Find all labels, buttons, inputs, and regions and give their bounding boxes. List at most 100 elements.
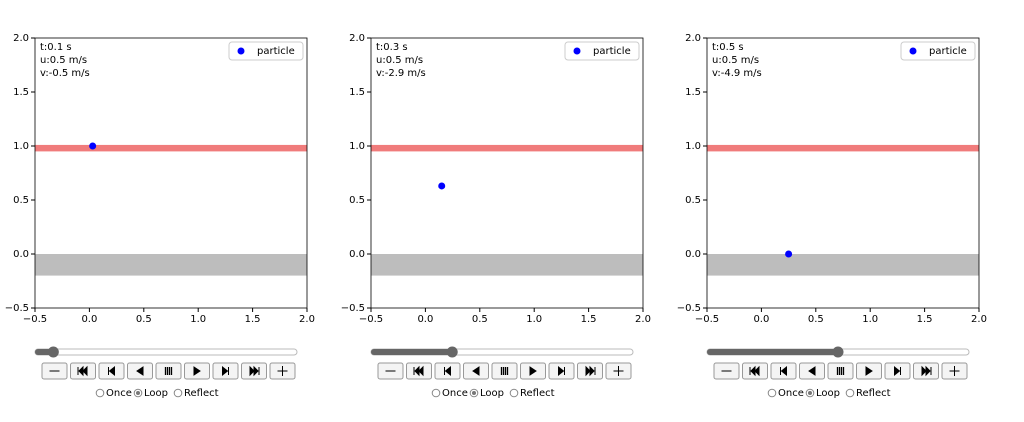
button-icon (865, 366, 873, 376)
radio-dot (472, 391, 476, 395)
y-tick-label: 1.5 (349, 87, 365, 98)
slider-handle[interactable] (832, 346, 844, 358)
button-icon (836, 367, 845, 375)
y-tick-label: −0.5 (341, 303, 365, 314)
legend-box (900, 41, 976, 61)
y-tick-label: 1.0 (349, 141, 365, 152)
x-tick-label: −0.5 (695, 314, 719, 325)
button-icon (558, 365, 565, 377)
annotation: t:0.1 s (40, 42, 72, 53)
radio-dot (136, 391, 140, 395)
span (35, 144, 307, 152)
button-icon (413, 365, 424, 377)
control-button[interactable] (491, 362, 518, 380)
button-icon (949, 366, 960, 376)
annotation: u:0.5 m/s (40, 55, 87, 66)
x-tick-label: 1.5 (917, 314, 933, 325)
slider-fill (707, 349, 838, 355)
y-tick-label: 0.5 (349, 195, 365, 206)
y-tick-label: 2.0 (13, 33, 29, 44)
button-icon (249, 365, 260, 377)
button-icon (164, 367, 173, 375)
y-tick-label: 0.0 (13, 249, 29, 260)
y-tick-label: −0.5 (5, 303, 29, 314)
button-icon (277, 366, 288, 376)
legend-label: particle (929, 46, 967, 57)
slider-fill (371, 349, 453, 355)
particle-point (438, 182, 446, 190)
slider-handle[interactable] (446, 346, 458, 358)
x-tick-label: 1.0 (190, 314, 206, 325)
annotation: v:-4.9 m/s (712, 68, 762, 79)
control-button[interactable] (155, 362, 182, 380)
button-icon (108, 365, 115, 377)
x-tick-label: 1.0 (862, 314, 878, 325)
radio-label[interactable]: Once (106, 388, 132, 399)
button-icon (808, 366, 816, 376)
x-tick-label: 2.0 (299, 314, 315, 325)
radio-label[interactable]: Once (778, 388, 804, 399)
radio[interactable] (845, 388, 855, 398)
axes-frame (34, 37, 308, 309)
control-button[interactable] (827, 362, 854, 380)
radio-label[interactable]: Once (442, 388, 468, 399)
y-tick-label: 0.0 (349, 249, 365, 260)
y-tick-label: 2.0 (349, 33, 365, 44)
x-tick-label: −0.5 (359, 314, 383, 325)
particle-point (89, 142, 97, 150)
radio[interactable] (767, 388, 777, 398)
button-icon (529, 366, 537, 376)
radio[interactable] (95, 388, 105, 398)
x-tick-label: 1.5 (581, 314, 597, 325)
span (35, 254, 307, 276)
y-tick-label: −0.5 (677, 303, 701, 314)
button-icon (472, 366, 480, 376)
slider-handle[interactable] (47, 346, 59, 358)
radio-label[interactable]: Loop (144, 388, 168, 399)
span (707, 254, 979, 276)
x-tick-label: 0.0 (753, 314, 769, 325)
button-icon (894, 365, 901, 377)
particle-point (785, 250, 793, 258)
x-tick-label: 2.0 (635, 314, 651, 325)
radio-label[interactable]: Loop (480, 388, 504, 399)
span (707, 144, 979, 152)
slider-track[interactable] (34, 348, 298, 356)
x-tick-label: 2.0 (971, 314, 987, 325)
radio[interactable] (173, 388, 183, 398)
axes-frame (706, 37, 980, 309)
button-icon (500, 367, 509, 375)
x-tick-label: −0.5 (23, 314, 47, 325)
button-icon (77, 365, 88, 377)
button-icon (222, 365, 229, 377)
button-icon (444, 365, 451, 377)
radio-label[interactable]: Reflect (520, 388, 555, 399)
legend-box (228, 41, 304, 61)
y-tick-label: 2.0 (685, 33, 701, 44)
x-tick-label: 0.5 (808, 314, 824, 325)
annotation: u:0.5 m/s (376, 55, 423, 66)
x-tick-label: 1.0 (526, 314, 542, 325)
radio[interactable] (509, 388, 519, 398)
annotation: v:-2.9 m/s (376, 68, 426, 79)
button-icon (921, 365, 932, 377)
y-tick-label: 1.5 (685, 87, 701, 98)
y-tick-label: 1.0 (13, 141, 29, 152)
radio-label[interactable]: Loop (816, 388, 840, 399)
span (371, 144, 643, 152)
x-tick-label: 0.5 (136, 314, 152, 325)
legend-marker (237, 47, 245, 55)
legend-marker (573, 47, 581, 55)
radio[interactable] (431, 388, 441, 398)
x-tick-label: 0.5 (472, 314, 488, 325)
radio-dot (808, 391, 812, 395)
annotation: t:0.5 s (712, 42, 744, 53)
y-tick-label: 0.5 (685, 195, 701, 206)
radio-label[interactable]: Reflect (856, 388, 891, 399)
button-icon (613, 366, 624, 376)
annotation: u:0.5 m/s (712, 55, 759, 66)
legend-label: particle (257, 46, 295, 57)
annotation: t:0.3 s (376, 42, 408, 53)
radio-label[interactable]: Reflect (184, 388, 219, 399)
